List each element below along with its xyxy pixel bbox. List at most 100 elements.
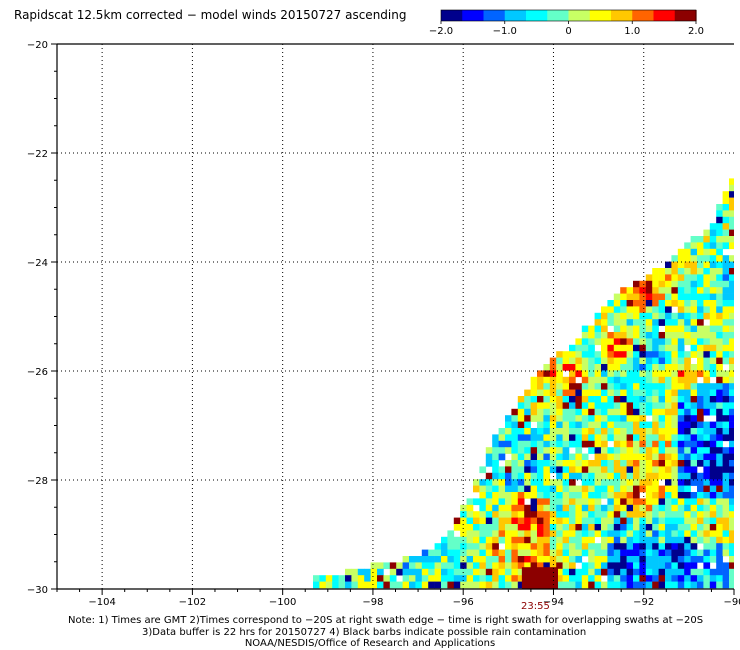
swath-cell bbox=[613, 300, 621, 307]
swath-cell bbox=[549, 511, 557, 518]
swath-cell bbox=[652, 421, 659, 429]
swath-cell bbox=[665, 396, 672, 403]
swath-cell bbox=[697, 504, 704, 512]
swath-cell bbox=[588, 447, 595, 454]
swath-cell bbox=[543, 530, 551, 538]
swath-cell bbox=[665, 287, 672, 294]
swath-cell bbox=[626, 440, 634, 448]
swath-cell bbox=[716, 223, 723, 230]
note-line-1: Note: 1) Times are GMT 2)Times correspon… bbox=[68, 615, 704, 626]
swath-cell bbox=[709, 498, 717, 506]
swath-cell bbox=[511, 485, 519, 493]
swath-cell bbox=[684, 511, 691, 518]
y-tick-label: −20 bbox=[27, 40, 48, 51]
swath-cell bbox=[607, 568, 615, 576]
swath-cell bbox=[690, 524, 698, 531]
swath-cell bbox=[626, 357, 634, 365]
swath-cell bbox=[677, 453, 685, 461]
swath-cell bbox=[716, 530, 723, 538]
swath-cell bbox=[498, 479, 506, 486]
swath-cell bbox=[697, 498, 704, 506]
swath-cell bbox=[645, 530, 653, 538]
swath-cell bbox=[677, 338, 685, 346]
swath-cell bbox=[556, 447, 563, 454]
swath-cell bbox=[581, 504, 589, 512]
swath-cell bbox=[396, 562, 403, 570]
swath-cell bbox=[677, 319, 685, 326]
swath-cell bbox=[613, 466, 621, 474]
swath-cell bbox=[658, 370, 666, 378]
swath-cell bbox=[626, 472, 634, 480]
swath-cell bbox=[684, 581, 691, 589]
swath-cell bbox=[581, 389, 589, 397]
swath-cell bbox=[703, 268, 711, 275]
swath-cell bbox=[588, 370, 595, 378]
swath-cell bbox=[703, 300, 711, 307]
swath-cell bbox=[505, 562, 512, 570]
swath-cell bbox=[473, 568, 480, 576]
swath-cell bbox=[370, 581, 378, 589]
swath-cell bbox=[645, 389, 653, 397]
swath-cell bbox=[498, 575, 506, 582]
swath-cell bbox=[556, 524, 563, 531]
swath-cell bbox=[543, 517, 551, 525]
swath-cell bbox=[511, 434, 519, 442]
colorbar-tick-label: −2.0 bbox=[429, 26, 453, 37]
swath-cell bbox=[556, 485, 563, 493]
swath-cell bbox=[677, 568, 685, 576]
swath-cell bbox=[684, 332, 691, 339]
swath-cell bbox=[530, 504, 538, 512]
swath-cell bbox=[677, 255, 685, 262]
swath-cell bbox=[652, 460, 659, 467]
swath-cell bbox=[709, 370, 717, 378]
swath-cell bbox=[645, 549, 653, 557]
swath-cell bbox=[537, 543, 544, 550]
swath-cell bbox=[607, 434, 615, 442]
swath-cell bbox=[722, 415, 730, 422]
swath-cell bbox=[639, 325, 647, 333]
swath-cell bbox=[626, 556, 634, 563]
swath-cell bbox=[703, 440, 711, 448]
swath-cell bbox=[613, 549, 621, 557]
swath-cell bbox=[716, 440, 723, 448]
swath-cell bbox=[415, 556, 423, 563]
swath-cell bbox=[434, 568, 442, 576]
swath-cell bbox=[665, 364, 672, 371]
swath-cell bbox=[537, 517, 544, 525]
swath-cell bbox=[549, 543, 557, 550]
swath-cell bbox=[722, 581, 730, 589]
swath-cell bbox=[601, 364, 608, 371]
swath-cell bbox=[652, 581, 659, 589]
swath-cell bbox=[652, 300, 659, 307]
swath-cell bbox=[658, 332, 666, 339]
swath-cell bbox=[613, 492, 621, 499]
swath-cell bbox=[607, 402, 615, 410]
swath-cell bbox=[645, 325, 653, 333]
swath-cell bbox=[613, 319, 621, 326]
swath-cell bbox=[575, 492, 583, 499]
swath-cell bbox=[716, 338, 723, 346]
swath-cell bbox=[722, 549, 730, 557]
swath-cell bbox=[613, 351, 621, 358]
swath-cell bbox=[588, 376, 595, 384]
swath-cell bbox=[549, 383, 557, 390]
swath-cell bbox=[729, 562, 734, 570]
swath-cell bbox=[492, 504, 499, 512]
swath-cell bbox=[658, 421, 666, 429]
swath-cell bbox=[530, 466, 538, 474]
swath-cell bbox=[677, 472, 685, 480]
swath-cell bbox=[684, 242, 691, 250]
swath-cell bbox=[633, 466, 640, 474]
swath-cell bbox=[524, 466, 531, 474]
swath-cell bbox=[492, 549, 499, 557]
swath-cell bbox=[697, 293, 704, 301]
swath-cell bbox=[549, 460, 557, 467]
swath-cell bbox=[556, 402, 563, 410]
swath-cell bbox=[594, 447, 602, 454]
swath-cell bbox=[581, 498, 589, 506]
swath-cell bbox=[556, 376, 563, 384]
swath-cell bbox=[633, 575, 640, 582]
swath-cell bbox=[543, 460, 551, 467]
swath-cell bbox=[645, 396, 653, 403]
swath-cell bbox=[556, 575, 563, 582]
